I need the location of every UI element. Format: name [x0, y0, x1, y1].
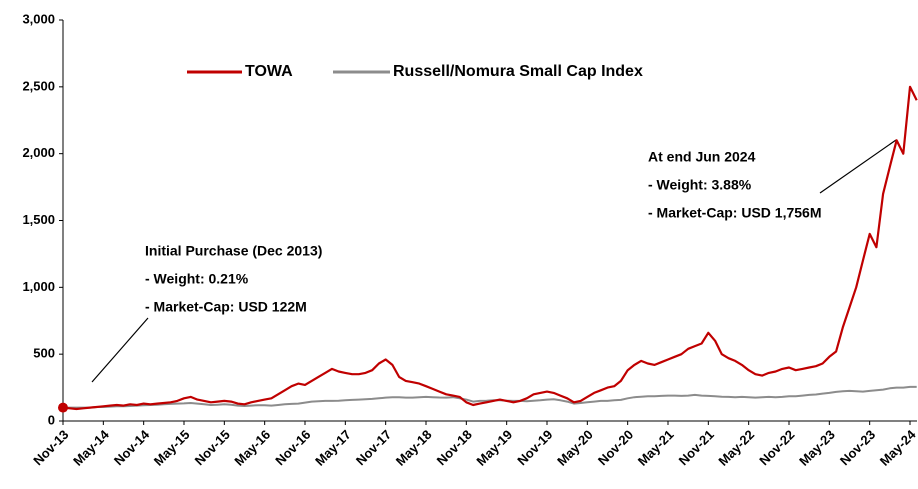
y-tick-label: 500	[33, 346, 55, 361]
x-tick-label: Nov-22	[756, 427, 797, 468]
y-tick-label: 2,000	[22, 145, 55, 160]
x-tick-label: Nov-18	[434, 427, 475, 468]
x-tick-label: Nov-19	[514, 427, 555, 468]
x-tick-label: May-18	[393, 427, 435, 469]
x-tick-label: May-15	[151, 427, 193, 469]
x-tick-label: May-17	[312, 427, 354, 469]
annotation-text: - Weight: 3.88%	[648, 177, 752, 193]
x-tick-label: May-21	[635, 427, 677, 469]
annotation-text: - Weight: 0.21%	[145, 271, 249, 287]
series-line	[62, 85, 918, 411]
annotation-text: - Market-Cap: USD 122M	[145, 299, 307, 315]
y-tick-label: 2,500	[22, 78, 55, 93]
annotation-leader	[91, 317, 149, 383]
x-tick-label: May-16	[231, 427, 273, 469]
x-tick-label: May-14	[70, 426, 112, 468]
x-tick-label: Nov-20	[595, 427, 636, 468]
x-tick-label: May-22	[715, 427, 757, 469]
x-tick-label: Nov-14	[111, 426, 153, 468]
legend-label: Russell/Nomura Small Cap Index	[393, 63, 643, 80]
legend-label: TOWA	[245, 63, 293, 80]
y-tick-label: 0	[48, 412, 55, 427]
y-tick-label: 3,000	[22, 11, 55, 26]
y-tick-label: 1,000	[22, 279, 55, 294]
x-tick-label: Nov-23	[837, 427, 878, 468]
x-tick-label: Nov-15	[192, 427, 233, 468]
annotation-text: At end Jun 2024	[648, 149, 756, 165]
y-tick-label: 1,500	[22, 212, 55, 227]
x-tick-label: Nov-17	[353, 427, 394, 468]
x-tick-label: May-23	[796, 427, 838, 469]
x-tick-label: Nov-21	[676, 427, 717, 468]
x-tick-label: May-24	[877, 426, 918, 468]
start-marker	[58, 402, 68, 413]
annotation-leader	[819, 139, 897, 194]
x-tick-label: Nov-16	[272, 427, 313, 468]
x-tick-label: Nov-13	[30, 427, 71, 468]
annotation-text: - Market-Cap: USD 1,756M	[648, 205, 822, 221]
x-tick-label: May-20	[554, 427, 596, 469]
annotation-text: Initial Purchase (Dec 2013)	[145, 243, 322, 259]
x-tick-label: May-19	[473, 427, 515, 469]
